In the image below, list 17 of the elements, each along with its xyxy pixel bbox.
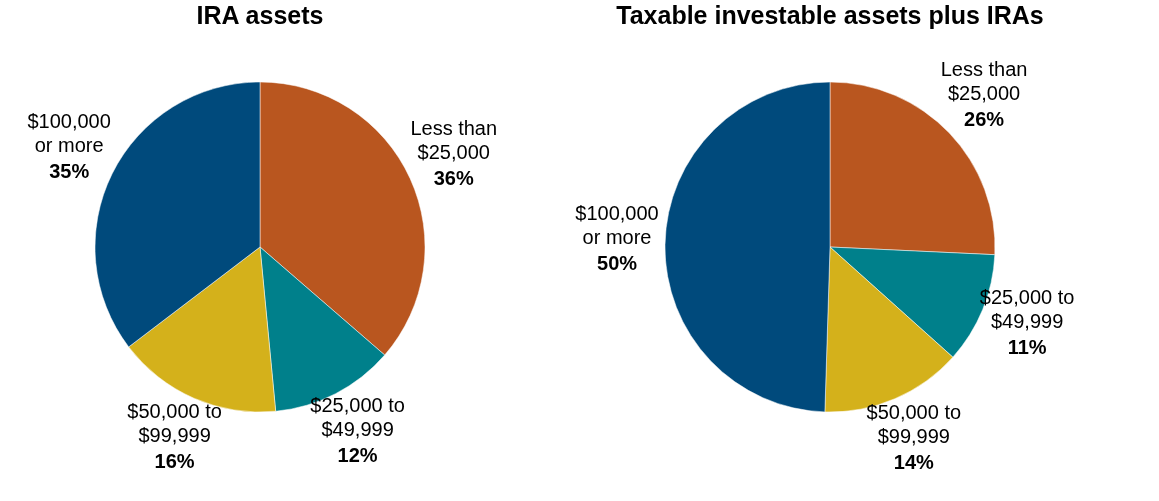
- slice-label: $100,000 or more: [27, 110, 111, 157]
- data-label: 11%: [1007, 335, 1047, 358]
- chart-title: Taxable investable assets plus IRAs: [616, 1, 1044, 29]
- data-label: 35%: [49, 160, 90, 183]
- data-label: 50%: [597, 251, 638, 274]
- slice-label: $50,000 to $99,999: [866, 400, 962, 447]
- data-label: 14%: [893, 450, 935, 473]
- chart-title: IRA assets: [196, 1, 324, 29]
- data-label: 12%: [337, 444, 378, 467]
- slice-label: Less than $25,000: [410, 116, 498, 163]
- slice-label: Less than $25,000: [940, 57, 1028, 104]
- slice-label: $100,000 or more: [575, 201, 659, 248]
- slice-label: $25,000 to $49,999: [310, 394, 405, 441]
- data-label: 26%: [964, 107, 1005, 130]
- data-label: 16%: [154, 450, 195, 473]
- slice-label: $50,000 to $99,999: [127, 400, 222, 447]
- data-label: 36%: [433, 166, 474, 189]
